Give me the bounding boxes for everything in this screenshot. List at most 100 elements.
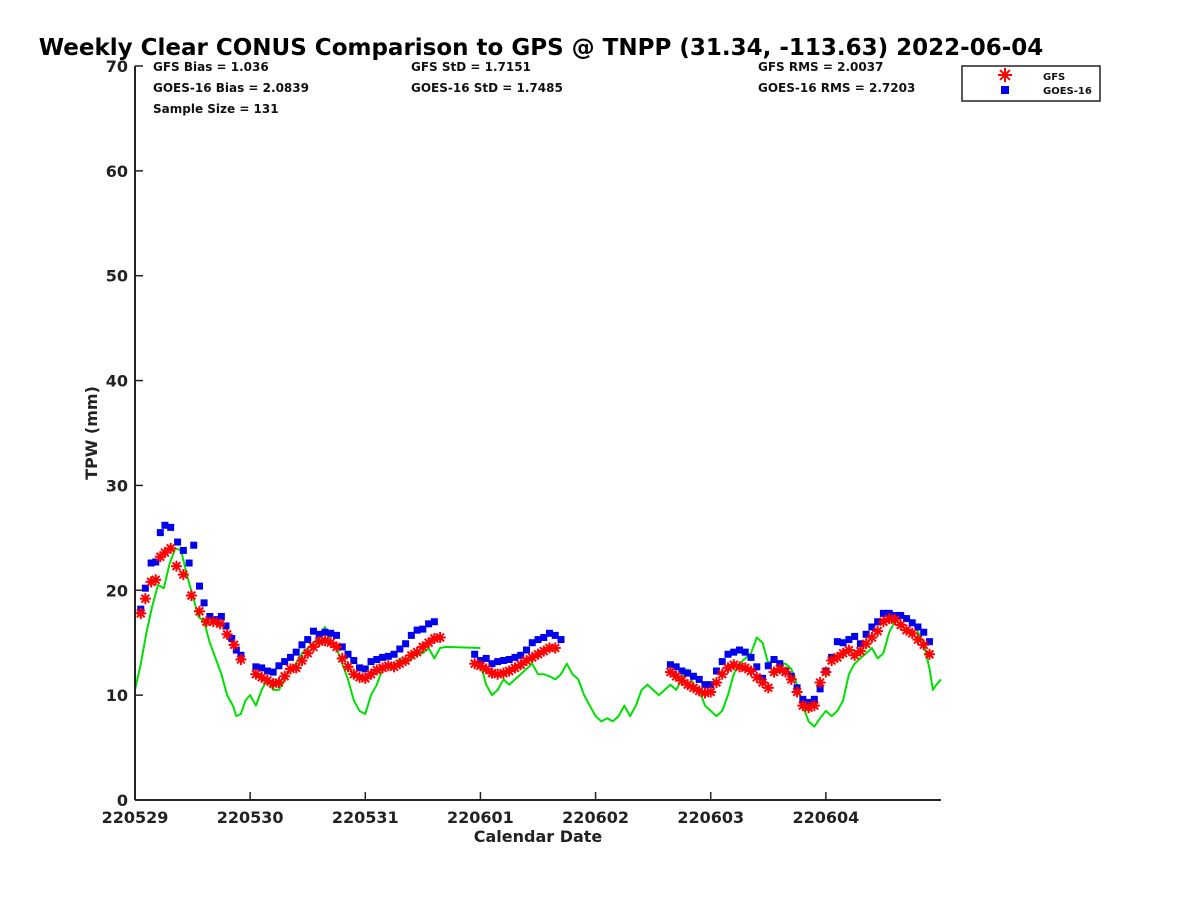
goes-16-point <box>156 529 164 537</box>
goes-16-point <box>505 655 513 663</box>
goes-16-point <box>764 662 772 670</box>
goes-16-point <box>292 648 300 656</box>
gfs-point <box>849 649 861 661</box>
goes-16-point <box>908 619 916 627</box>
goes-16-point <box>914 623 922 631</box>
gfs-point <box>235 653 247 665</box>
goes-16-point <box>217 613 225 620</box>
legend-gfs-label: GFS <box>1043 72 1065 83</box>
goes-16-point <box>920 628 928 636</box>
legend: GFS GOES-16 <box>961 65 1101 102</box>
gfs-point <box>791 686 803 698</box>
gfs-bias-stat: GFS Bias = 1.036 <box>153 60 269 74</box>
gfs-point <box>515 659 527 671</box>
goes-16-point <box>232 646 240 654</box>
gfs-point <box>670 670 682 682</box>
x-tick-label: 220529 <box>102 808 169 827</box>
x-tick-label: 220530 <box>217 808 284 827</box>
goes-16-point <box>482 654 490 662</box>
goes-rms-stat: GOES-16 RMS = 2.7203 <box>758 81 915 95</box>
goes-16-point <box>724 650 732 658</box>
gfs-point <box>377 662 389 674</box>
gfs-point <box>331 641 342 653</box>
gfs-point <box>365 668 377 680</box>
gfs-point <box>411 646 423 658</box>
gfs-point <box>193 605 205 617</box>
goes-16-point <box>718 658 726 666</box>
goes-16-point <box>195 582 203 590</box>
goes-16-point <box>338 643 346 651</box>
goes-16-point <box>471 650 479 658</box>
x-axis-label: Calendar Date <box>474 827 603 846</box>
goes-16-point <box>499 657 507 665</box>
goes-16-point <box>174 538 182 546</box>
gfs-point <box>705 686 717 698</box>
y-tick-label: 40 <box>106 372 128 391</box>
goes-16-point <box>147 559 155 567</box>
goes-16-point <box>546 629 554 637</box>
gfs-point <box>895 619 907 631</box>
gfs-point <box>177 569 189 581</box>
gfs-point <box>854 645 866 657</box>
goes-16-point <box>361 665 369 673</box>
y-axis-label: TPW (mm) <box>82 386 101 480</box>
goes-16-point <box>425 620 433 628</box>
goes-16-point <box>258 664 266 672</box>
goes-16-point <box>373 655 381 663</box>
goes-16-point <box>200 599 208 607</box>
goes-16-point <box>684 669 692 677</box>
goes-16-point <box>275 662 283 670</box>
goes-16-point <box>672 663 680 671</box>
goes-16-point <box>309 627 317 635</box>
legend-box <box>961 65 1101 102</box>
goes-16-point <box>666 661 674 669</box>
goes-16-point <box>206 613 214 620</box>
goes-16-point <box>557 636 565 644</box>
goes-16-point <box>384 652 392 660</box>
gps-line-segment <box>479 662 689 723</box>
x-tick-label: 220601 <box>447 808 514 827</box>
plot-area <box>134 521 942 728</box>
goes-16-point <box>252 663 260 671</box>
goes-16-point <box>190 541 198 549</box>
x-tick-label: 220603 <box>677 808 744 827</box>
goes-16-point <box>799 695 807 703</box>
goes-16-point <box>430 618 438 626</box>
goes-16-point <box>511 653 519 661</box>
gfs-point <box>221 628 233 640</box>
x-tick-label: 220604 <box>792 808 859 827</box>
goes-16-point <box>517 651 525 659</box>
goes-16-point <box>350 657 358 665</box>
goes-16-point <box>522 646 530 654</box>
goes-16-point <box>333 631 340 639</box>
goes-16-point <box>833 638 841 646</box>
gfs-point <box>336 652 348 664</box>
gfs-point <box>150 574 162 586</box>
goes-16-point <box>810 695 818 703</box>
goes-16-point <box>856 640 864 648</box>
goes-16-point <box>179 546 187 554</box>
goes-16-point <box>534 636 542 644</box>
goes-16-point <box>845 636 853 644</box>
goes-16-point <box>528 639 536 647</box>
gfs-point <box>785 673 797 685</box>
goes-16-point <box>167 523 175 531</box>
goes-16-point <box>747 653 755 661</box>
gfs-point <box>228 639 240 651</box>
gfs-point <box>139 593 151 605</box>
goes-16-point <box>315 630 323 638</box>
goes-16-point <box>286 653 294 661</box>
legend-gfs-marker <box>998 68 1012 82</box>
gfs-point <box>165 542 177 554</box>
goes-bias-stat: GOES-16 Bias = 2.0839 <box>153 81 309 95</box>
goes-16-point <box>344 650 352 658</box>
y-tick-label: 10 <box>106 686 128 705</box>
goes-16-point <box>902 615 910 623</box>
goes-16-point <box>897 611 905 619</box>
goes-16-point <box>678 667 686 675</box>
gfs-std-stat: GFS StD = 1.7151 <box>411 60 531 74</box>
gps-line-segment <box>134 547 481 718</box>
goes-16-point <box>228 635 236 643</box>
gfs-point <box>296 655 308 667</box>
